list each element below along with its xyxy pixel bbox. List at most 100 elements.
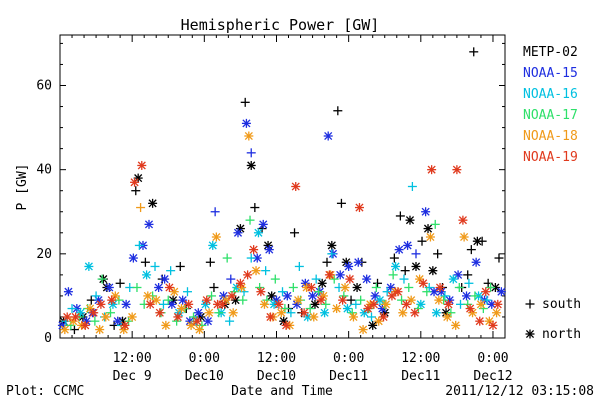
data-point-metp-02 bbox=[405, 215, 415, 225]
data-point-noaa-15 bbox=[104, 283, 114, 292]
data-point-noaa-16 bbox=[142, 270, 152, 280]
data-point-noaa-18 bbox=[161, 320, 171, 330]
data-point-noaa-16 bbox=[208, 240, 218, 250]
data-point-noaa-17 bbox=[388, 270, 398, 280]
data-point-noaa-19 bbox=[369, 299, 379, 309]
y-tick-label: 40 bbox=[36, 163, 52, 178]
data-point-noaa-16 bbox=[253, 228, 263, 238]
data-point-metp-02 bbox=[115, 278, 125, 288]
data-point-noaa-19 bbox=[418, 278, 428, 288]
data-point-metp-02 bbox=[352, 283, 362, 292]
data-point-noaa-15 bbox=[246, 148, 256, 158]
data-point-noaa-19 bbox=[249, 245, 259, 255]
data-point-noaa-18 bbox=[348, 312, 358, 322]
data-point-noaa-19 bbox=[316, 295, 326, 305]
data-point-noaa-17 bbox=[288, 283, 298, 292]
data-point-noaa-17 bbox=[163, 295, 173, 305]
data-point-noaa-19 bbox=[96, 299, 106, 309]
data-point-metp-02 bbox=[336, 198, 346, 208]
data-point-noaa-18 bbox=[451, 320, 461, 330]
data-point-noaa-19 bbox=[458, 215, 468, 225]
data-point-noaa-16 bbox=[431, 308, 441, 318]
data-point-noaa-15 bbox=[335, 270, 345, 280]
legend-entry-noaa-19: NOAA-19 bbox=[523, 150, 578, 165]
data-point-noaa-16 bbox=[320, 308, 330, 318]
data-point-noaa-17 bbox=[314, 287, 324, 297]
data-point-metp-02 bbox=[175, 261, 185, 271]
data-point-metp-02 bbox=[346, 295, 356, 305]
data-point-noaa-16 bbox=[327, 249, 337, 259]
data-point-noaa-18 bbox=[60, 325, 70, 335]
y-tick-label: 0 bbox=[44, 331, 52, 346]
data-point-noaa-19 bbox=[363, 304, 373, 314]
data-point-noaa-15 bbox=[121, 299, 131, 309]
x-tick-label-date: Dec12 bbox=[473, 369, 512, 384]
data-point-noaa-19 bbox=[291, 182, 301, 191]
data-point-noaa-19 bbox=[164, 283, 174, 292]
data-point-noaa-18 bbox=[151, 295, 161, 305]
data-point-metp-02 bbox=[469, 47, 479, 57]
data-point-noaa-17 bbox=[321, 299, 331, 309]
symbol-legend-label-north: north bbox=[542, 327, 581, 342]
data-point-noaa-18 bbox=[476, 299, 486, 309]
data-point-noaa-18 bbox=[425, 232, 435, 242]
data-point-noaa-16 bbox=[399, 274, 409, 284]
data-point-metp-02 bbox=[389, 253, 399, 263]
data-point-noaa-16 bbox=[246, 253, 256, 263]
data-point-noaa-18 bbox=[143, 291, 153, 301]
data-point-noaa-19 bbox=[184, 299, 194, 309]
data-point-noaa-19 bbox=[401, 299, 411, 309]
data-point-noaa-17 bbox=[238, 295, 248, 305]
data-point-metp-02 bbox=[466, 245, 476, 255]
data-point-noaa-15 bbox=[160, 274, 170, 284]
data-point-noaa-16 bbox=[351, 299, 361, 309]
data-point-noaa-19 bbox=[354, 203, 364, 213]
data-point-noaa-16 bbox=[375, 295, 385, 305]
data-point-noaa-18 bbox=[101, 312, 111, 322]
data-point-noaa-15 bbox=[487, 299, 497, 309]
data-point-metp-02 bbox=[246, 160, 256, 170]
data-point-noaa-19 bbox=[120, 320, 130, 330]
data-point-noaa-15 bbox=[344, 261, 354, 271]
x-tick-label-date: Dec10 bbox=[257, 369, 296, 384]
data-point-noaa-16 bbox=[367, 312, 376, 322]
y-tick-label: 60 bbox=[36, 79, 52, 94]
data-point-noaa-16 bbox=[294, 261, 304, 271]
data-point-noaa-16 bbox=[67, 304, 77, 314]
data-point-noaa-18 bbox=[293, 295, 303, 305]
data-point-noaa-19 bbox=[435, 283, 445, 292]
data-point-noaa-16 bbox=[448, 274, 458, 284]
plot-area-frame bbox=[59, 34, 506, 339]
data-point-noaa-16 bbox=[391, 261, 401, 271]
data-point-noaa-19 bbox=[217, 299, 227, 309]
data-point-noaa-16 bbox=[278, 287, 287, 297]
data-point-noaa-16 bbox=[166, 266, 176, 276]
data-point-noaa-17 bbox=[470, 291, 480, 301]
data-point-noaa-19 bbox=[427, 165, 437, 175]
data-point-noaa-15 bbox=[394, 245, 404, 255]
data-point-noaa-17 bbox=[422, 287, 432, 297]
data-point-metp-02 bbox=[428, 266, 438, 276]
x-tick-label-date: Dec11 bbox=[401, 369, 440, 384]
data-point-noaa-19 bbox=[62, 312, 72, 322]
data-point-noaa-18 bbox=[434, 295, 444, 305]
data-point-noaa-19 bbox=[155, 308, 165, 318]
legend-entry-noaa-16: NOAA-16 bbox=[523, 87, 578, 102]
data-point-noaa-15 bbox=[282, 291, 292, 301]
x-tick-label-date: Dec10 bbox=[185, 369, 224, 384]
data-point-noaa-17 bbox=[106, 308, 116, 318]
data-point-metp-02 bbox=[209, 283, 219, 292]
data-point-noaa-15 bbox=[362, 274, 372, 284]
data-point-metp-02 bbox=[368, 320, 378, 330]
data-point-metp-02 bbox=[327, 240, 337, 250]
y-axis-label: P [GW] bbox=[15, 164, 30, 211]
data-point-noaa-17 bbox=[404, 283, 414, 292]
legend-entry-noaa-18: NOAA-18 bbox=[523, 129, 578, 144]
data-point-noaa-18 bbox=[340, 283, 350, 292]
data-point-noaa-16 bbox=[342, 304, 352, 314]
data-point-noaa-19 bbox=[379, 312, 389, 322]
data-point-noaa-15 bbox=[178, 295, 188, 305]
x-tick-label-date: Dec11 bbox=[329, 369, 368, 384]
data-point-noaa-15 bbox=[386, 283, 396, 292]
data-point-metp-02 bbox=[131, 186, 141, 196]
